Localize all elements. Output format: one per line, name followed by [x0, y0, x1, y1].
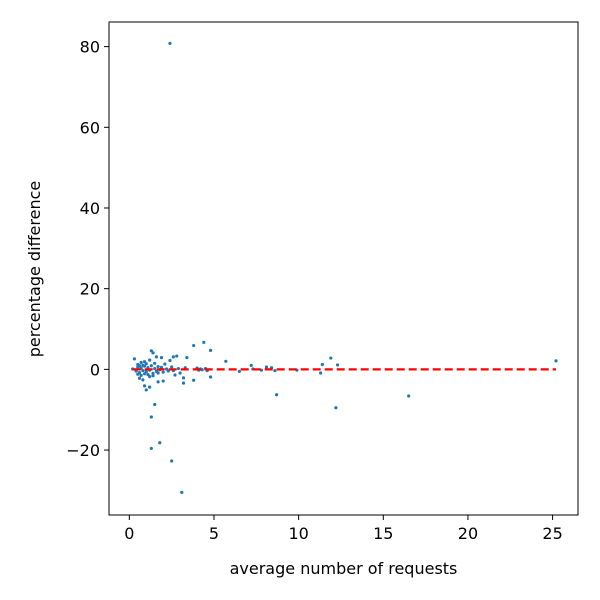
data-point [175, 354, 179, 358]
data-point [192, 378, 196, 382]
data-point [170, 365, 174, 369]
data-point [181, 381, 186, 385]
data-point [142, 384, 147, 388]
data-point [320, 362, 324, 367]
x-tick-label: 15 [373, 524, 393, 543]
data-point [168, 41, 172, 45]
data-point [202, 340, 206, 344]
data-point [148, 385, 152, 389]
data-point [156, 380, 160, 384]
data-point [200, 368, 204, 372]
data-point [144, 362, 148, 366]
data-point [192, 343, 196, 348]
data-point [137, 376, 142, 380]
x-tick-label: 5 [209, 524, 219, 543]
data-point [148, 358, 152, 362]
data-point [168, 358, 172, 363]
axes: 0 5 10 15 20 25 −20 0 20 40 60 80 [66, 21, 579, 543]
data-point [224, 359, 228, 363]
data-point [273, 368, 277, 373]
x-tick-label: 10 [288, 524, 308, 543]
data-point [149, 364, 153, 368]
axes-frame [108, 21, 579, 516]
data-point [156, 364, 160, 369]
data-point [154, 355, 159, 359]
data-point [149, 415, 153, 419]
y-tick-label: −20 [66, 441, 100, 460]
data-point [159, 356, 164, 360]
y-tick-label: 80 [80, 38, 100, 57]
data-point [141, 378, 145, 382]
data-point [170, 459, 174, 463]
x-tick-label: 20 [458, 524, 478, 543]
data-point [181, 376, 186, 380]
data-point [208, 348, 213, 352]
data-point [173, 373, 177, 377]
data-point [151, 374, 155, 378]
data-point [264, 365, 269, 369]
plot-area [131, 41, 558, 495]
data-point [149, 446, 153, 451]
data-point [153, 402, 157, 407]
data-point [208, 375, 213, 379]
data-point [137, 364, 142, 368]
data-point [161, 370, 165, 374]
data-point [142, 372, 147, 376]
data-point [139, 360, 143, 365]
x-tick-label: 0 [124, 524, 134, 543]
y-tick-label: 20 [80, 280, 100, 299]
data-point [554, 359, 558, 363]
data-point [148, 375, 152, 379]
data-point [329, 356, 333, 360]
data-point [159, 365, 164, 369]
data-point [319, 371, 323, 375]
data-point [163, 362, 167, 366]
y-axis-label: percentage difference [25, 181, 44, 358]
x-axis-label: average number of requests [230, 559, 458, 578]
data-point [141, 363, 145, 367]
data-point [153, 366, 157, 371]
data-point [139, 373, 143, 378]
y-tick-label: 40 [80, 199, 100, 218]
data-point [161, 379, 165, 383]
data-point [153, 361, 157, 365]
data-point [185, 356, 189, 360]
data-point [144, 388, 148, 392]
data-point [176, 366, 181, 371]
data-point [334, 406, 338, 410]
data-point [151, 371, 155, 375]
data-point [158, 441, 162, 445]
data-point [335, 363, 340, 367]
data-point [249, 363, 253, 367]
x-tick-label: 25 [542, 524, 562, 543]
data-point [132, 357, 136, 361]
data-point [275, 393, 279, 397]
y-tick-label: 60 [80, 118, 100, 137]
y-tick-label: 0 [90, 360, 100, 379]
data-point [237, 369, 241, 373]
data-point [407, 394, 411, 398]
data-point [171, 355, 175, 359]
data-point [156, 371, 160, 375]
data-point [141, 368, 145, 373]
data-point [180, 490, 184, 495]
data-point [151, 351, 155, 355]
data-point [178, 371, 182, 375]
data-point [136, 372, 140, 376]
